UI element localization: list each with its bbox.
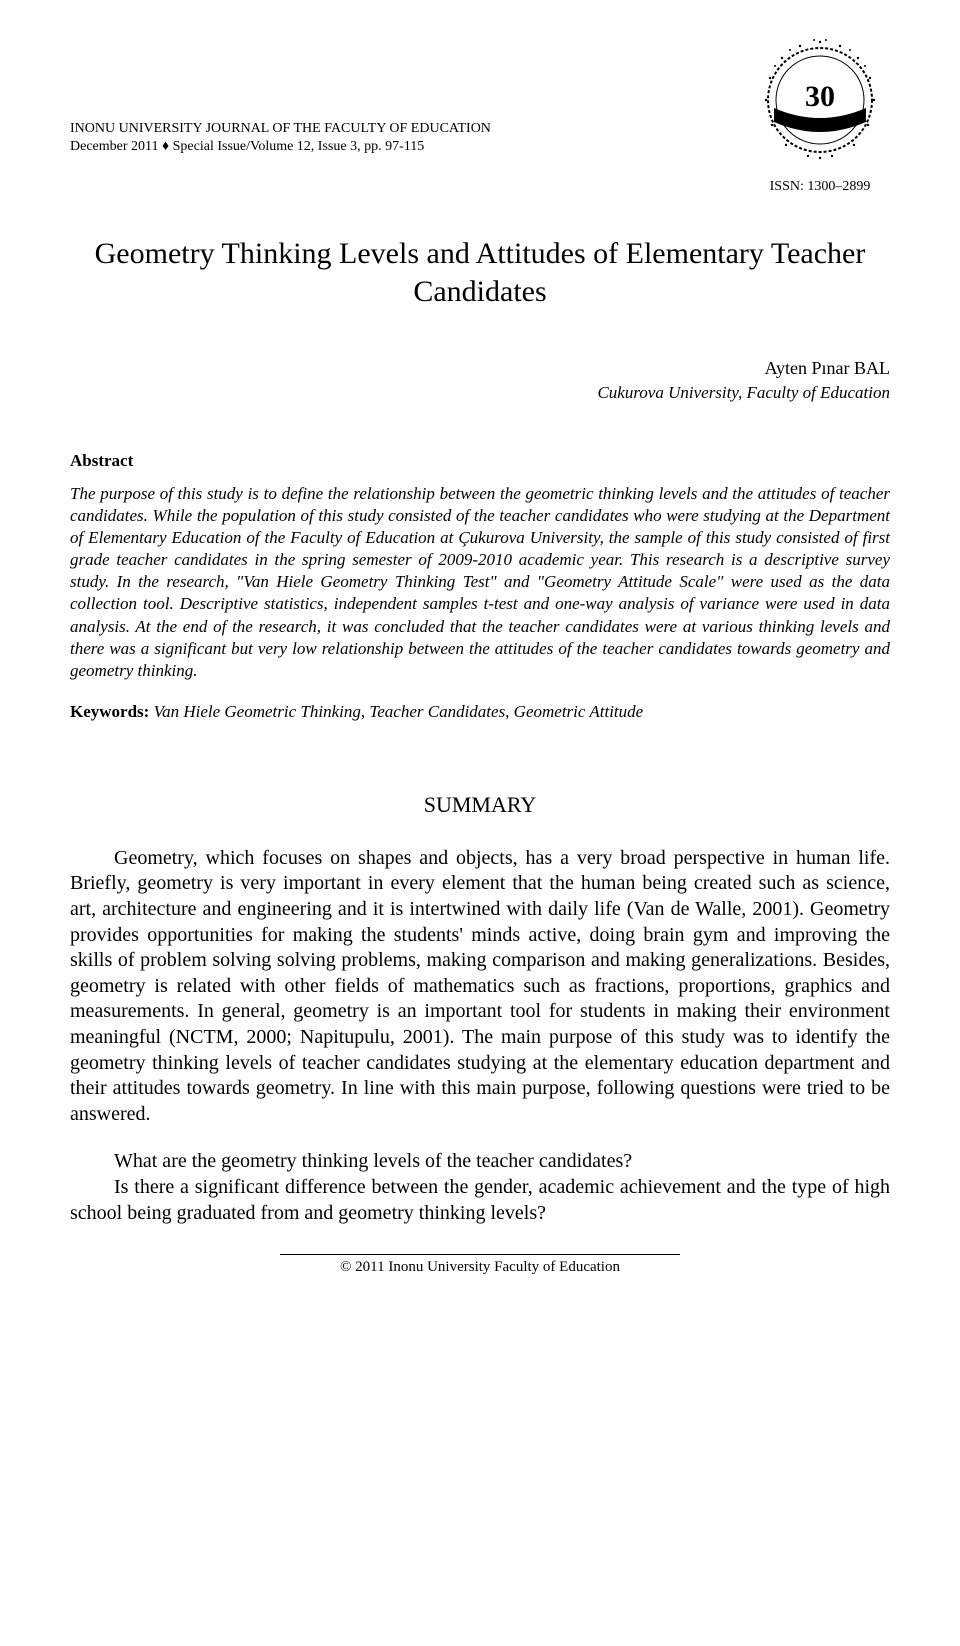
author-affiliation: Cukurova University, Faculty of Educatio…	[70, 383, 890, 403]
summary-heading: SUMMARY	[70, 792, 890, 818]
university-logo-icon: 30	[750, 30, 890, 170]
journal-issue: December 2011 ♦ Special Issue/Volume 12,…	[70, 138, 491, 156]
keywords-label: Keywords:	[70, 702, 149, 721]
header-right: 30 ISSN: 1300–2899	[750, 30, 890, 195]
keywords-line: Keywords: Van Hiele Geometric Thinking, …	[70, 702, 890, 722]
journal-name: INONU UNIVERSITY JOURNAL OF THE FACULTY …	[70, 120, 491, 138]
research-questions: What are the geometry thinking levels of…	[70, 1149, 890, 1226]
author-name: Ayten Pınar BAL	[70, 358, 890, 379]
issn-text: ISSN: 1300–2899	[750, 179, 890, 195]
keywords-text: Van Hiele Geometric Thinking, Teacher Ca…	[149, 702, 643, 721]
question-2: Is there a significant difference betwee…	[70, 1175, 890, 1226]
journal-info: INONU UNIVERSITY JOURNAL OF THE FACULTY …	[70, 120, 491, 156]
abstract-label: Abstract	[70, 451, 890, 471]
summary-body: Geometry, which focuses on shapes and ob…	[70, 846, 890, 1128]
article-title: Geometry Thinking Levels and Attitudes o…	[70, 235, 890, 310]
svg-text:30: 30	[805, 80, 835, 113]
page-footer: © 2011 Inonu University Faculty of Educa…	[280, 1254, 680, 1276]
abstract-body: The purpose of this study is to define t…	[70, 483, 890, 682]
page-header: INONU UNIVERSITY JOURNAL OF THE FACULTY …	[70, 30, 890, 195]
question-1: What are the geometry thinking levels of…	[70, 1149, 890, 1175]
